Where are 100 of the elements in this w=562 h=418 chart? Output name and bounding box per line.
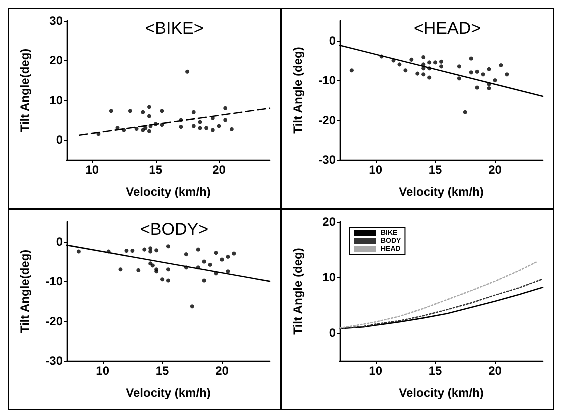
x-tick-label: 10 xyxy=(86,163,100,177)
point xyxy=(224,118,228,122)
line-series xyxy=(339,286,544,330)
point xyxy=(186,70,190,74)
point xyxy=(118,268,123,272)
point xyxy=(109,109,114,114)
y-tick-label: 10 xyxy=(322,270,336,285)
point xyxy=(230,127,234,132)
point xyxy=(463,110,468,114)
y-tick-label: -30 xyxy=(46,354,64,368)
point xyxy=(192,124,196,128)
point xyxy=(124,248,129,253)
y-axis-title: Tilt Angle(deg) xyxy=(18,48,32,132)
y-axis-title: Tilt Angle (deg) xyxy=(291,47,305,134)
x-tick-label: 20 xyxy=(488,364,502,378)
x-tick-label: 15 xyxy=(428,364,443,378)
y-tick-label: -30 xyxy=(318,153,336,167)
point xyxy=(487,67,492,72)
point xyxy=(190,304,194,309)
point xyxy=(192,110,196,114)
y-axis-title: Tilt Angle (deg) xyxy=(291,248,305,335)
point xyxy=(457,64,462,69)
x-axis-title: Velocity (km/h) xyxy=(126,185,211,199)
point xyxy=(160,109,164,114)
point xyxy=(198,120,202,124)
point xyxy=(410,58,414,62)
x-tick-label: 15 xyxy=(428,163,443,177)
point xyxy=(210,128,215,132)
point xyxy=(128,109,132,114)
point xyxy=(481,72,486,77)
point xyxy=(214,250,218,255)
point xyxy=(469,56,474,61)
point xyxy=(469,70,474,75)
point xyxy=(147,105,152,110)
point xyxy=(166,278,170,283)
point xyxy=(196,248,200,252)
x-tick-label: 10 xyxy=(369,364,383,378)
y-tick-label: 0 xyxy=(329,326,336,340)
point xyxy=(220,258,224,262)
point xyxy=(493,78,498,83)
x-tick-label: 20 xyxy=(212,163,226,177)
x-axis-title: Velocity (km/h) xyxy=(126,386,211,400)
point xyxy=(440,60,444,64)
x-tick-label: 10 xyxy=(369,163,383,177)
y-tick-label: -10 xyxy=(318,74,336,88)
point xyxy=(179,125,184,130)
x-tick-label: 20 xyxy=(216,364,230,378)
y-tick-label: 10 xyxy=(50,93,64,108)
point xyxy=(202,260,206,264)
x-axis-title: Velocity (km/h) xyxy=(399,185,484,199)
point xyxy=(398,62,402,67)
point xyxy=(154,248,159,253)
y-tick-label: -20 xyxy=(46,314,64,328)
y-tick-label: 0 xyxy=(329,34,336,48)
point xyxy=(202,278,206,283)
point xyxy=(130,248,135,253)
point xyxy=(148,250,153,254)
point xyxy=(434,60,438,65)
point xyxy=(204,126,209,130)
point xyxy=(160,278,165,282)
point xyxy=(505,72,510,77)
x-axis-title: Velocity (km/h) xyxy=(399,386,484,400)
x-tick-label: 15 xyxy=(156,364,170,378)
point xyxy=(148,246,153,251)
y-tick-label: 30 xyxy=(50,14,64,28)
point xyxy=(350,68,354,73)
point xyxy=(428,60,432,65)
point xyxy=(136,268,141,272)
y-tick-label: 0 xyxy=(56,234,64,249)
y-tick-label: 0 xyxy=(56,133,64,148)
y-tick-label: 20 xyxy=(50,54,64,68)
point xyxy=(166,244,170,249)
point xyxy=(166,268,170,272)
point xyxy=(232,252,236,256)
point xyxy=(224,106,228,110)
point xyxy=(416,72,420,76)
point xyxy=(76,250,81,254)
point xyxy=(142,248,147,252)
point xyxy=(184,252,188,257)
point xyxy=(226,254,230,259)
chart-title: <BIKE> xyxy=(145,19,204,38)
point xyxy=(457,76,462,81)
x-tick-label: 15 xyxy=(149,163,163,177)
point xyxy=(147,114,152,118)
x-tick-label: 20 xyxy=(488,163,502,177)
point xyxy=(134,127,139,132)
point xyxy=(141,110,146,114)
point xyxy=(141,128,146,132)
point xyxy=(422,56,426,60)
point xyxy=(217,124,222,128)
chart-title: <BODY> xyxy=(140,220,209,239)
y-tick-label: -20 xyxy=(318,113,336,128)
point xyxy=(147,129,152,134)
point xyxy=(404,68,408,73)
point xyxy=(475,70,480,74)
point xyxy=(160,123,164,128)
y-tick-label: -10 xyxy=(46,274,64,289)
point xyxy=(428,76,432,80)
line-series xyxy=(339,278,544,330)
line-series xyxy=(339,261,538,329)
